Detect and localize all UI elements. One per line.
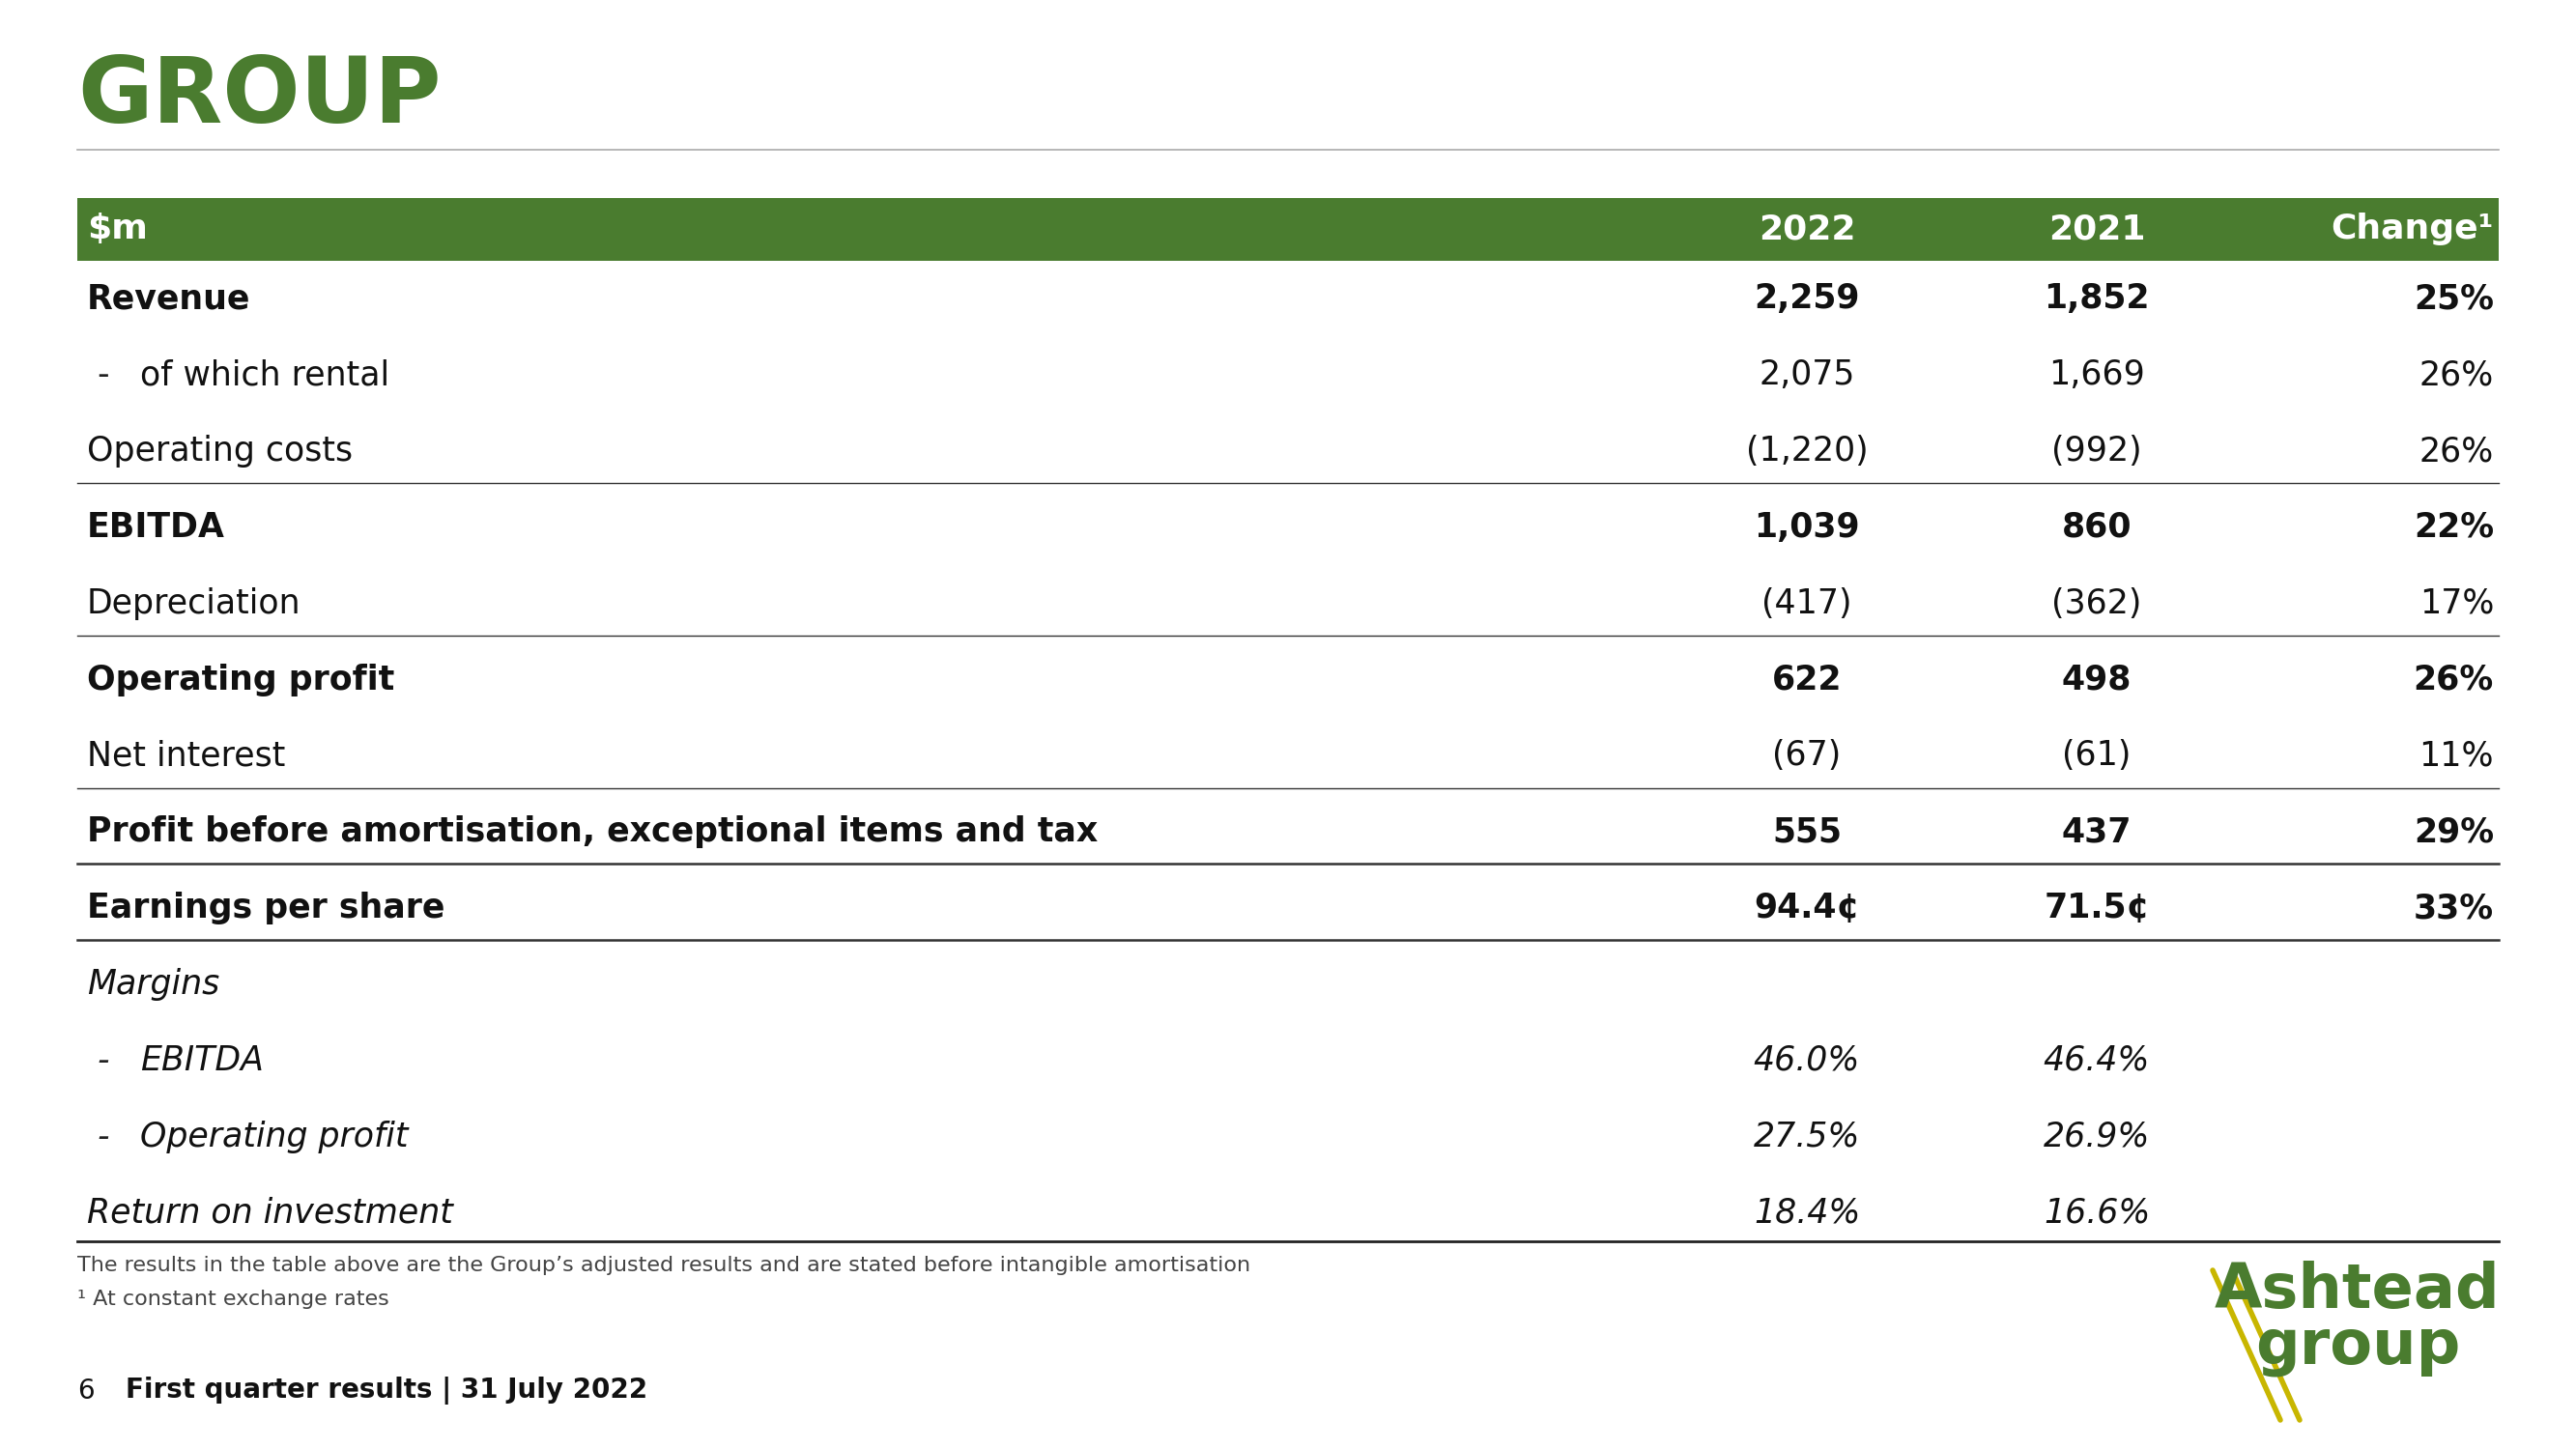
Text: Operating costs: Operating costs xyxy=(88,435,353,468)
Bar xyxy=(77,199,2499,261)
Text: Ashtead: Ashtead xyxy=(2215,1261,2501,1320)
Text: 622: 622 xyxy=(1772,664,1842,696)
Text: $m: $m xyxy=(88,213,147,246)
Text: ¹ At constant exchange rates: ¹ At constant exchange rates xyxy=(77,1290,389,1308)
Text: 46.4%: 46.4% xyxy=(2043,1045,2151,1077)
Text: 11%: 11% xyxy=(2419,739,2494,772)
Text: 26%: 26% xyxy=(2419,435,2494,468)
Text: Change¹: Change¹ xyxy=(2331,213,2494,246)
Text: (1,220): (1,220) xyxy=(1747,435,1868,468)
Text: EBITDA: EBITDA xyxy=(88,511,224,543)
Text: Profit before amortisation, exceptional items and tax: Profit before amortisation, exceptional … xyxy=(88,816,1097,849)
Text: 498: 498 xyxy=(2061,664,2133,696)
Text: (67): (67) xyxy=(1772,739,1842,772)
Text: GROUP: GROUP xyxy=(77,54,440,142)
Text: 2022: 2022 xyxy=(1759,213,1855,246)
Text: -: - xyxy=(98,359,108,391)
Text: 26%: 26% xyxy=(2414,664,2494,696)
Text: 94.4¢: 94.4¢ xyxy=(1754,891,1860,924)
Text: (362): (362) xyxy=(2050,587,2141,620)
Text: The results in the table above are the Group’s adjusted results and are stated b: The results in the table above are the G… xyxy=(77,1256,1249,1275)
Text: group: group xyxy=(2254,1317,2460,1377)
Text: Depreciation: Depreciation xyxy=(88,587,301,620)
Text: Revenue: Revenue xyxy=(88,283,250,316)
Text: (992): (992) xyxy=(2050,435,2143,468)
Text: 16.6%: 16.6% xyxy=(2043,1197,2151,1229)
Text: 6: 6 xyxy=(77,1378,95,1404)
Text: 2021: 2021 xyxy=(2048,213,2146,246)
Text: 71.5¢: 71.5¢ xyxy=(2043,891,2151,924)
Text: -: - xyxy=(98,1120,108,1153)
Text: (61): (61) xyxy=(2063,739,2130,772)
Text: Earnings per share: Earnings per share xyxy=(88,891,446,924)
Text: 25%: 25% xyxy=(2414,283,2494,316)
Text: Net interest: Net interest xyxy=(88,739,286,772)
Text: 1,852: 1,852 xyxy=(2043,283,2148,316)
Text: 46.0%: 46.0% xyxy=(1754,1045,1860,1077)
Text: 2,075: 2,075 xyxy=(1759,359,1855,391)
Text: Margins: Margins xyxy=(88,968,219,1001)
Text: 18.4%: 18.4% xyxy=(1754,1197,1860,1229)
Text: Operating profit: Operating profit xyxy=(88,664,394,696)
Text: of which rental: of which rental xyxy=(139,359,389,391)
Text: 22%: 22% xyxy=(2414,511,2494,543)
Text: (417): (417) xyxy=(1762,587,1852,620)
Text: 26.9%: 26.9% xyxy=(2043,1120,2151,1153)
Text: 29%: 29% xyxy=(2414,816,2494,849)
Text: Operating profit: Operating profit xyxy=(139,1120,407,1153)
Text: 27.5%: 27.5% xyxy=(1754,1120,1860,1153)
Text: 2,259: 2,259 xyxy=(1754,283,1860,316)
Text: 33%: 33% xyxy=(2414,891,2494,924)
Text: 555: 555 xyxy=(1772,816,1842,849)
Text: 860: 860 xyxy=(2061,511,2133,543)
Text: First quarter results | 31 July 2022: First quarter results | 31 July 2022 xyxy=(126,1377,647,1406)
Text: Return on investment: Return on investment xyxy=(88,1197,453,1229)
Text: EBITDA: EBITDA xyxy=(139,1045,263,1077)
Text: 1,039: 1,039 xyxy=(1754,511,1860,543)
Text: 17%: 17% xyxy=(2419,587,2494,620)
Text: 1,669: 1,669 xyxy=(2048,359,2146,391)
Text: 437: 437 xyxy=(2061,816,2133,849)
Text: -: - xyxy=(98,1045,108,1077)
Text: 26%: 26% xyxy=(2419,359,2494,391)
